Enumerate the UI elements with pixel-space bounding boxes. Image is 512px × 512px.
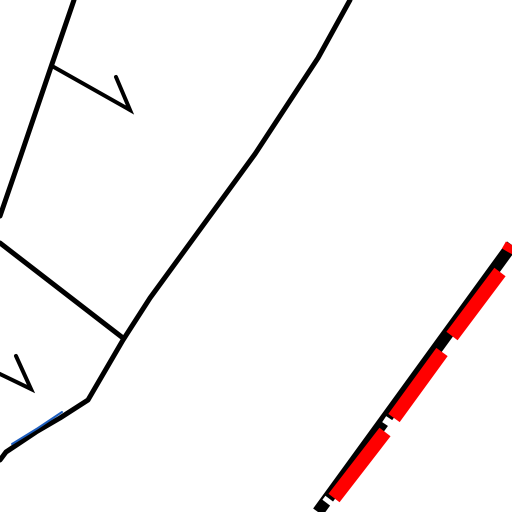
water-line <box>11 411 63 445</box>
railway-gap <box>322 495 337 509</box>
road-right-edge <box>0 0 353 463</box>
railway-segment <box>328 427 391 503</box>
road-left-edge <box>0 0 77 219</box>
railway-segment <box>446 267 506 341</box>
oneway-arrow-icon <box>0 354 36 394</box>
cross-street <box>0 240 126 341</box>
railway-segment <box>501 241 512 255</box>
oneway-arrow-icon <box>50 64 135 115</box>
railway-gap <box>382 416 398 430</box>
railway-segment <box>388 347 448 423</box>
